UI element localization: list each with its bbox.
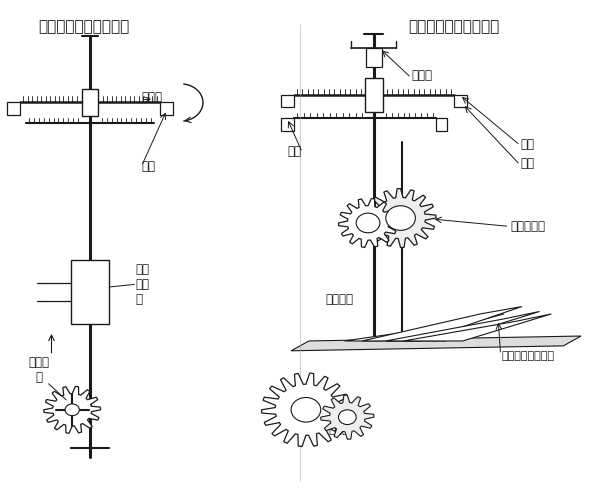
Text: 棒天符: 棒天符 [142,91,163,104]
Text: 【一挺天符の仕組み】: 【一挺天符の仕組み】 [38,19,130,34]
Bar [454,95,467,108]
Bar [7,102,20,115]
Text: 小鐘: 小鐘 [521,158,535,170]
Text: 棒天符: 棒天符 [411,69,432,82]
Bar [436,118,447,130]
Polygon shape [44,386,101,433]
Text: ガンギ
車: ガンギ 車 [28,356,49,384]
Bar [365,48,382,66]
Text: 冠形
脱進
機: 冠形 脱進 機 [136,263,149,306]
Bar [365,78,383,112]
Text: 効取車: 効取車 [328,423,349,436]
Polygon shape [338,198,398,248]
Circle shape [386,206,415,231]
Circle shape [291,398,321,422]
Text: 小鐘: 小鐘 [142,160,155,173]
Polygon shape [404,314,551,341]
Polygon shape [365,188,436,248]
Text: 夜用: 夜用 [288,145,302,158]
Polygon shape [344,314,504,341]
Circle shape [65,404,79,415]
Text: 【二挺天符の仕組み】: 【二挺天符の仕組み】 [408,19,499,34]
Bar [82,88,98,117]
Polygon shape [321,395,374,440]
Polygon shape [262,373,350,446]
Bar [281,95,294,108]
Polygon shape [386,312,539,341]
Bar [160,102,173,115]
Polygon shape [291,336,581,351]
Polygon shape [362,306,522,341]
Text: 昼用: 昼用 [521,138,535,151]
Text: 二挺の切換え装置: 二挺の切換え装置 [501,350,554,360]
Bar [281,118,294,130]
Circle shape [338,410,356,424]
Circle shape [356,213,380,233]
Text: 冠形脱進機: 冠形脱進機 [510,220,545,233]
Bar [71,260,109,324]
Text: 停止状態: 停止状態 [325,292,353,306]
